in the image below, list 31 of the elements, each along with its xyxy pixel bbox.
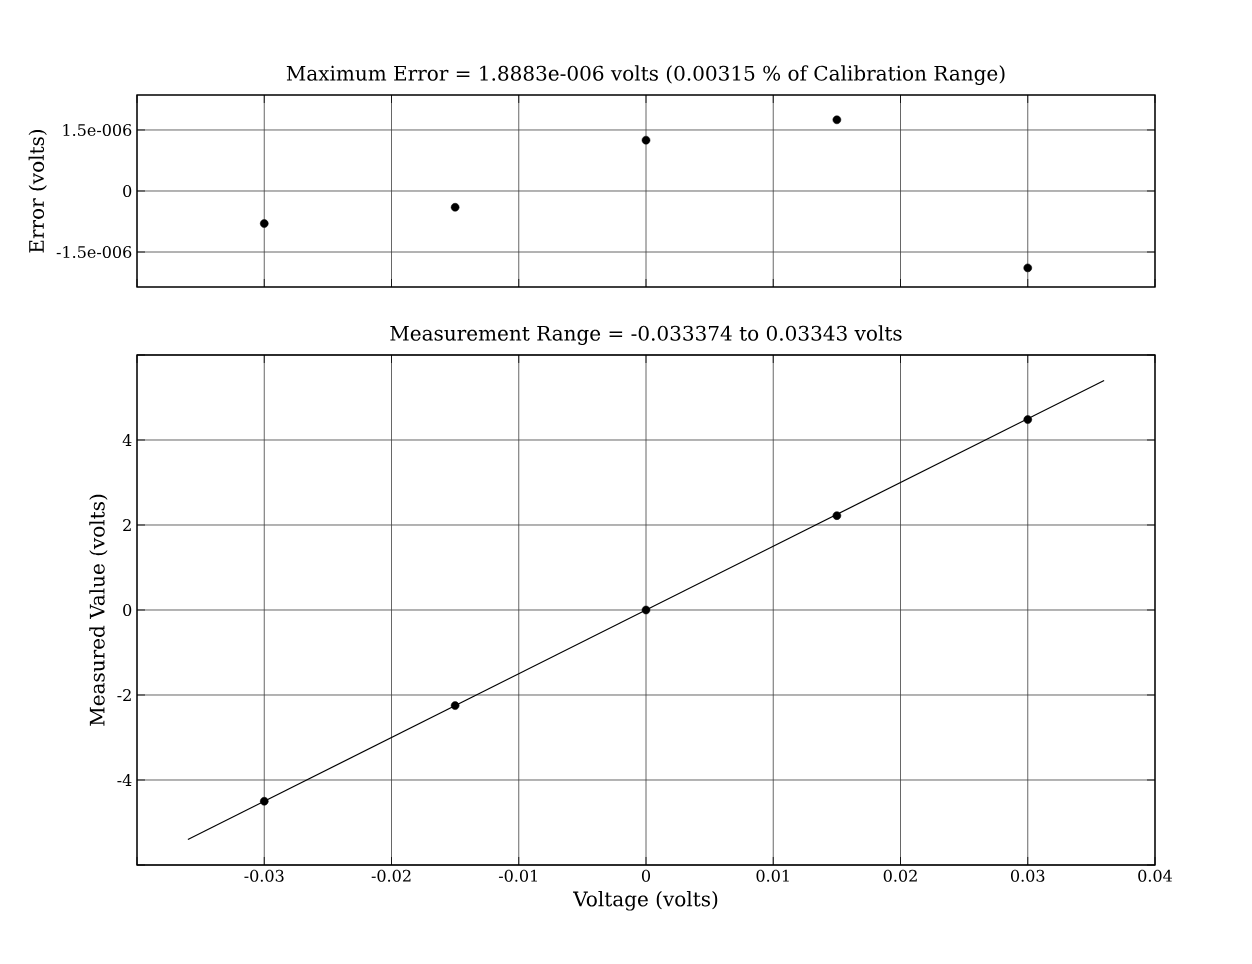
- x-tick-label: -0.03: [244, 869, 284, 882]
- y-tick-label: -2: [117, 689, 131, 701]
- point: [1023, 415, 1033, 424]
- y-tick-label: -4: [117, 774, 132, 786]
- point: [641, 135, 651, 145]
- chart-title: Maximum Error = 1.8883e-006 volts (0.00315 % of Calibration Range): [286, 65, 1005, 85]
- point: [259, 219, 269, 228]
- point: [450, 701, 460, 710]
- y-tick-label: 2: [123, 519, 131, 531]
- y-axis-title: Measured Value (volts): [89, 494, 108, 726]
- x-tick-label: 0: [641, 869, 651, 882]
- point: [641, 605, 651, 615]
- point: [832, 115, 842, 125]
- point: [1023, 263, 1033, 273]
- x-tick-label: 0.03: [1010, 869, 1045, 882]
- chart-title: Measurement Range = -0.033374 to 0.03343 volts: [390, 325, 902, 345]
- x-axis-title: Voltage (volts): [572, 890, 718, 911]
- y-tick-label: 0: [123, 184, 132, 198]
- x-tick-label: 0.04: [1138, 869, 1172, 882]
- y-tick-label: 4: [122, 434, 132, 446]
- y-axis-title: Error (volts): [28, 129, 47, 253]
- x-tick-label: 0.01: [756, 869, 789, 882]
- x-tick-label: 0.02: [883, 869, 917, 882]
- x-tick-label: -0.02: [371, 869, 411, 882]
- point: [259, 796, 269, 806]
- point: [450, 202, 460, 212]
- y-tick-label: -1.5e-006: [56, 245, 132, 259]
- x-tick-label: -0.01: [498, 869, 537, 882]
- y-tick-label: 1.5e-006: [63, 123, 132, 137]
- y-tick-label: 0: [123, 603, 132, 617]
- point: [832, 511, 842, 520]
